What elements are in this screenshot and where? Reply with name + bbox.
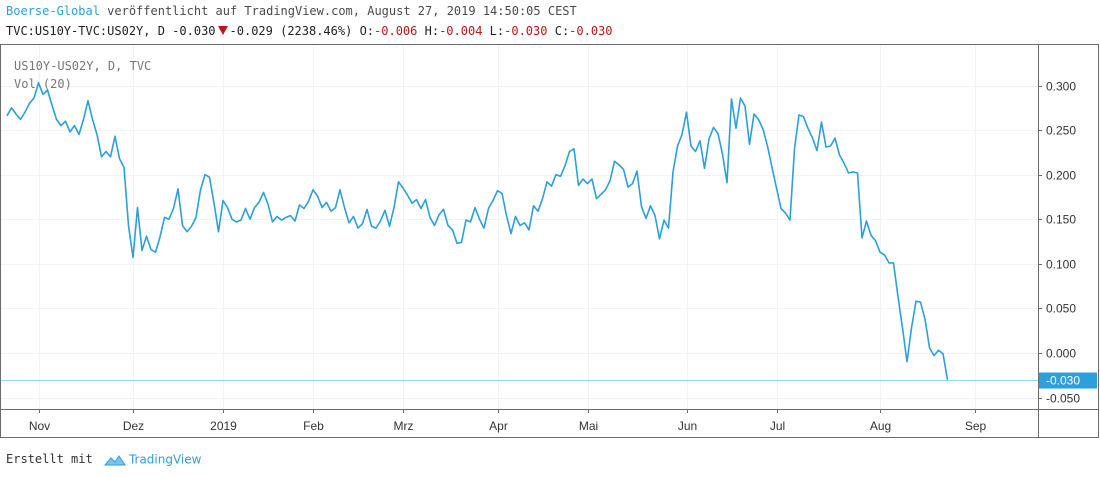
close-label: C: [554,24,570,38]
publisher-name[interactable]: Boerse-Global [6,4,100,18]
low-label: L: [489,24,505,38]
y-tick-label: 0.300 [1046,80,1076,94]
volume-legend[interactable]: Vol (20) [14,77,72,91]
chart-frame [0,44,1099,438]
close-value: -0.030 [569,24,613,38]
triangle-down-icon [217,26,228,35]
x-tick-label: 2019 [210,419,237,433]
x-tick-label: Jul [770,419,785,433]
x-tick-label: Aug [870,419,891,433]
publish-header: Boerse-Global veröffentlicht auf Trading… [6,4,577,18]
tradingview-cloud-icon[interactable] [103,454,126,466]
x-tick-label: Sep [965,419,987,433]
x-tick-label: Apr [489,419,508,433]
x-tick-label: Dez [123,419,144,433]
x-axis-labels: Nov Dez 2019 Feb Mrz Apr Mai Jun Jul Aug Sep [29,409,987,433]
y-tick-label: 0.050 [1046,302,1076,316]
high-value: -0.004 [439,24,483,38]
x-tick-label: Feb [303,419,324,433]
y-tick-label: 0.000 [1046,347,1076,361]
series-legend[interactable]: US10Y-US02Y, D, TVC [14,59,152,73]
low-value: -0.030 [504,24,548,38]
last-value-badge [1039,372,1097,389]
symbol-info: TVC:US10Y-TVC:US02Y, D -0.030 [6,24,216,38]
x-tick-label: Nov [29,419,50,433]
x-tick-label: Mrz [394,419,414,433]
x-tick-label: Mai [579,419,598,433]
created-with-label: Erstellt mit [6,452,93,466]
y-tick-label: 0.200 [1046,169,1076,183]
y-axis-labels: 0.300 0.250 0.200 0.150 0.100 0.050 0.000 -0.05… [1038,80,1080,406]
footer: Erstellt mit TradingView [6,452,201,467]
high-label: H: [424,24,440,38]
grid [1,45,1038,409]
last-value-label: -0.030 [1046,374,1080,388]
ohlc-header: TVC:US10Y-TVC:US02Y, D -0.030 -0.029 (223… [6,24,613,38]
series-line [6,82,949,380]
open-label: O: [359,24,375,38]
y-tick-label: 0.150 [1046,213,1076,227]
x-tick-label: Jun [678,419,697,433]
y-tick-label: 0.250 [1046,124,1076,138]
open-value: -0.006 [374,24,418,38]
change-value: -0.029 (2238.46%) [229,24,353,38]
y-tick-label: -0.050 [1046,392,1080,406]
publish-info: veröffentlicht auf TradingView.com, Augu… [99,4,577,18]
y-tick-label: 0.100 [1046,258,1076,272]
tradingview-link[interactable]: TradingView [128,452,202,467]
